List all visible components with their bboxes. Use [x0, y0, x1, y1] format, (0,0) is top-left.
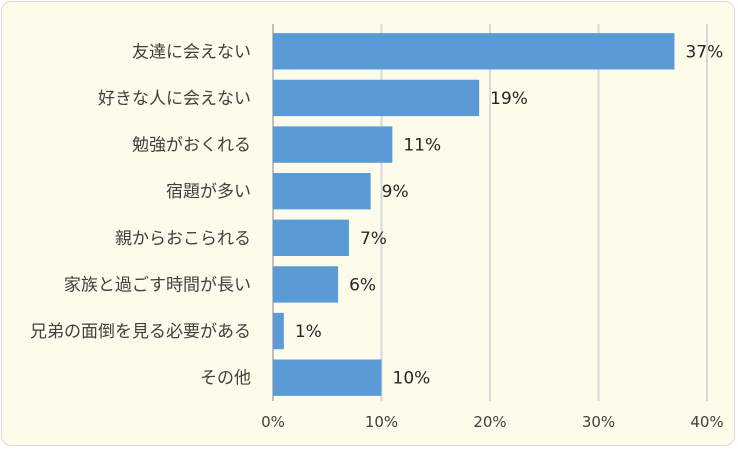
category-label: 親からおこられる	[115, 229, 251, 249]
data-label: 10%	[393, 369, 431, 389]
data-label: 1%	[295, 322, 322, 342]
bar	[273, 266, 339, 303]
data-labels: 37% 19% 11% 9% 7% 6% 1% 10%	[295, 42, 723, 388]
x-axis-ticks: 0% 10% 20% 30% 40%	[261, 413, 724, 431]
data-label: 9%	[382, 182, 409, 202]
bar	[273, 33, 675, 70]
bar	[273, 173, 371, 210]
data-label: 6%	[349, 275, 376, 295]
category-label: 宿題が多い	[166, 182, 251, 202]
bars	[273, 33, 675, 396]
category-label: 勉強がおくれる	[132, 136, 251, 156]
bar	[273, 312, 284, 350]
category-label: その他	[200, 369, 251, 389]
x-tick-label: 20%	[473, 413, 506, 431]
bar	[273, 126, 393, 163]
x-tick-label: 40%	[690, 413, 723, 431]
category-label: 好きな人に会えない	[98, 89, 251, 109]
data-label: 7%	[360, 229, 387, 249]
category-label: 兄弟の面倒を見る必要がある	[30, 322, 251, 342]
data-label: 37%	[685, 42, 723, 62]
x-tick-label: 30%	[582, 413, 615, 431]
x-tick-label: 0%	[261, 413, 285, 431]
category-labels: 友達に会えない好きな人に会えない勉強がおくれる宿題が多い親からおこられる家族と過…	[30, 42, 251, 388]
bar	[273, 219, 349, 256]
x-tick-label: 10%	[365, 413, 398, 431]
bar	[273, 359, 382, 396]
bar	[273, 79, 480, 117]
category-label: 家族と過ごす時間が長い	[64, 275, 251, 295]
data-label: 19%	[490, 89, 528, 109]
data-label: 11%	[403, 136, 441, 156]
category-label: 友達に会えない	[132, 42, 251, 62]
